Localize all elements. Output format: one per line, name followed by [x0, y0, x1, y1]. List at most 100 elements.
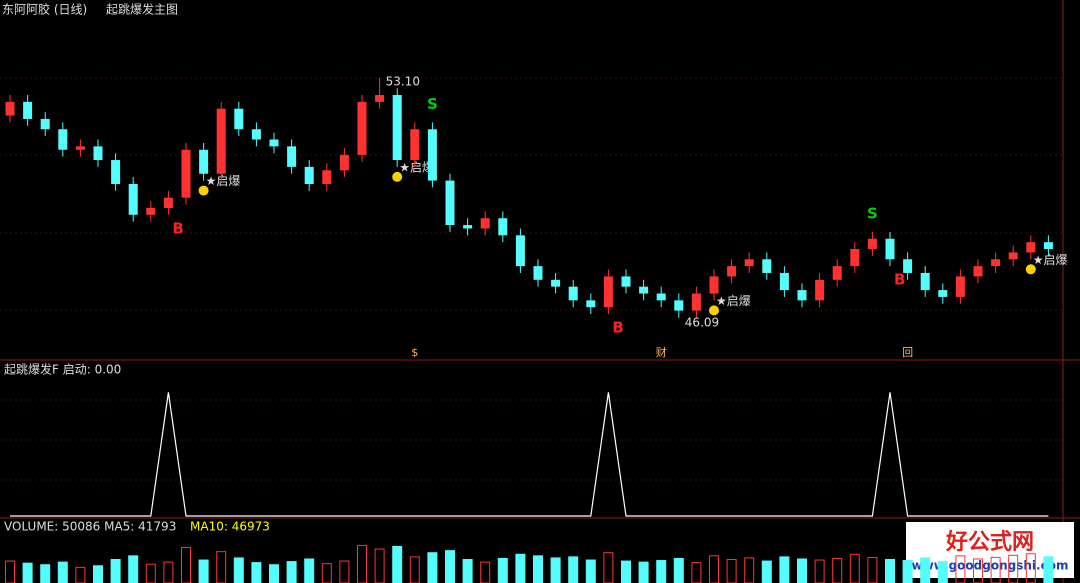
- candle-body: [551, 279, 561, 287]
- chart-title: 东阿阿胶 (日线): [2, 2, 87, 17]
- candle-body: [727, 266, 737, 277]
- candle-body: [199, 149, 209, 174]
- candle-body: [568, 286, 578, 301]
- volume-bar: [832, 557, 843, 583]
- watermark-url: www.goodgongshi.com: [912, 559, 1069, 573]
- candle-body: [251, 129, 261, 140]
- volume-bar: [497, 557, 508, 583]
- candle-body: [885, 238, 895, 260]
- candle-body: [656, 293, 666, 301]
- volume-bar: [744, 557, 755, 583]
- volume-bar: [761, 560, 772, 583]
- volume-bar: [920, 557, 931, 583]
- indicator-line: [10, 392, 1049, 517]
- volume-bar: [973, 558, 983, 583]
- candle-body: [1043, 242, 1053, 250]
- event-label: $: [411, 346, 418, 359]
- volume-bar: [409, 556, 420, 583]
- volume-bar: [550, 557, 561, 583]
- volume-bar: [638, 561, 649, 583]
- volume-bar: [533, 555, 543, 583]
- signal-dot: [1025, 264, 1036, 275]
- volume-bar: [990, 556, 1001, 583]
- max-label: 53.10: [386, 74, 420, 88]
- candle-body: [779, 272, 789, 291]
- candle-body: [23, 101, 33, 119]
- candle-body: [128, 184, 138, 215]
- candle-body: [991, 259, 1001, 267]
- candle-body: [744, 259, 754, 267]
- volume-bar: [656, 560, 667, 583]
- signal-label: S: [867, 204, 878, 222]
- candle-body: [903, 259, 913, 273]
- volume-bar: [181, 546, 191, 583]
- volume-bar: [885, 559, 895, 583]
- candle-body: [498, 218, 508, 236]
- signal-label: S: [427, 95, 438, 113]
- volume-bar: [304, 558, 315, 583]
- volume-bar: [198, 559, 209, 583]
- volume-bar: [93, 565, 103, 583]
- candle-body: [463, 225, 473, 229]
- volume-bar: [673, 557, 684, 583]
- candle-body: [533, 266, 543, 280]
- candle-body: [427, 129, 437, 181]
- volume-bar: [867, 556, 878, 583]
- candle-body: [410, 129, 420, 161]
- candle-body: [5, 101, 15, 116]
- candle-body: [322, 170, 332, 184]
- event-label: 财: [656, 345, 667, 359]
- volume-bar: [128, 555, 139, 583]
- volume-bar: [269, 564, 279, 583]
- candle-body: [287, 146, 297, 167]
- grid: [0, 77, 1063, 481]
- candle-body: [234, 108, 244, 130]
- signal-label: ★启爆: [1033, 253, 1068, 267]
- volume-bar: [902, 560, 913, 583]
- candle-body: [375, 95, 385, 102]
- volume-title: VOLUME: 50086 MA5: 41793: [4, 520, 176, 534]
- signal-label: ★启爆: [206, 174, 241, 188]
- candle-body: [955, 276, 965, 297]
- candle-body: [920, 272, 930, 291]
- candle-body: [973, 266, 983, 277]
- candle-body: [392, 95, 402, 161]
- volume-bar: [392, 545, 403, 583]
- candle-body: [445, 180, 455, 226]
- signal-dot: [198, 185, 209, 196]
- volume-bar: [585, 559, 596, 583]
- volume-bar: [357, 544, 367, 583]
- volume-bar: [726, 559, 737, 583]
- volume-bar: [621, 560, 631, 583]
- event-label: 回: [902, 346, 913, 359]
- indicator-title: 起跳爆发F 启动: 0.00: [4, 362, 121, 377]
- candle-body: [1008, 252, 1018, 260]
- candle-body: [938, 290, 948, 297]
- candle-body: [75, 146, 85, 150]
- volume-bar: [1043, 556, 1054, 583]
- signal-label: B: [172, 219, 183, 237]
- subtitle: 起跳爆发主图: [106, 2, 178, 17]
- candle-body: [850, 249, 860, 267]
- candle-body: [586, 300, 596, 308]
- volume-bar: [515, 553, 526, 583]
- candle-body: [515, 235, 525, 267]
- volume-bar: [216, 551, 227, 583]
- candle-body: [709, 276, 719, 294]
- volume-bar: [22, 562, 33, 583]
- candle-body: [269, 139, 279, 147]
- candle-body: [58, 129, 68, 150]
- signal-label: B: [612, 319, 623, 337]
- volume-bar: [251, 562, 262, 583]
- candle-body: [111, 160, 121, 184]
- candle-body: [797, 290, 807, 301]
- candle-body: [163, 197, 173, 208]
- candle-body: [603, 276, 613, 308]
- candle-body: [181, 149, 191, 198]
- candle-body: [40, 118, 50, 130]
- candle-body: [691, 293, 701, 311]
- volume-bar: [691, 562, 702, 583]
- candle-body: [639, 286, 649, 294]
- volume-bar: [797, 558, 807, 583]
